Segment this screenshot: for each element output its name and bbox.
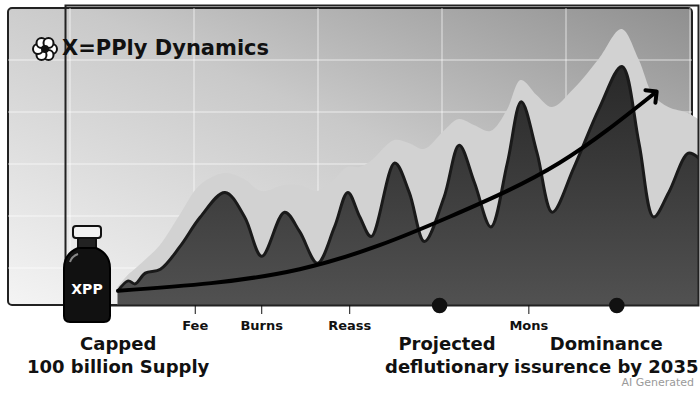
html-text:issurence by 2035: issurence by 2035 <box>514 356 699 377</box>
html-text:Dominance: Dominance <box>549 333 663 354</box>
svg-text:Mons: Mons <box>509 318 548 333</box>
html-text:AI Generated: AI Generated <box>621 376 694 389</box>
html-text:Capped: Capped <box>80 333 157 354</box>
html-text:deflutionary: deflutionary <box>385 356 509 377</box>
html-text:Projected: Projected <box>398 333 496 354</box>
svg-text:Reass: Reass <box>328 318 371 333</box>
svg-text:Burns: Burns <box>240 318 283 333</box>
html-text:100 billion Supply: 100 billion Supply <box>27 356 210 377</box>
html-text:X=PPly Dynamics: X=PPly Dynamics <box>62 36 269 60</box>
svg-text:XPP: XPP <box>71 281 102 297</box>
svg-text:Fee: Fee <box>182 318 208 333</box>
